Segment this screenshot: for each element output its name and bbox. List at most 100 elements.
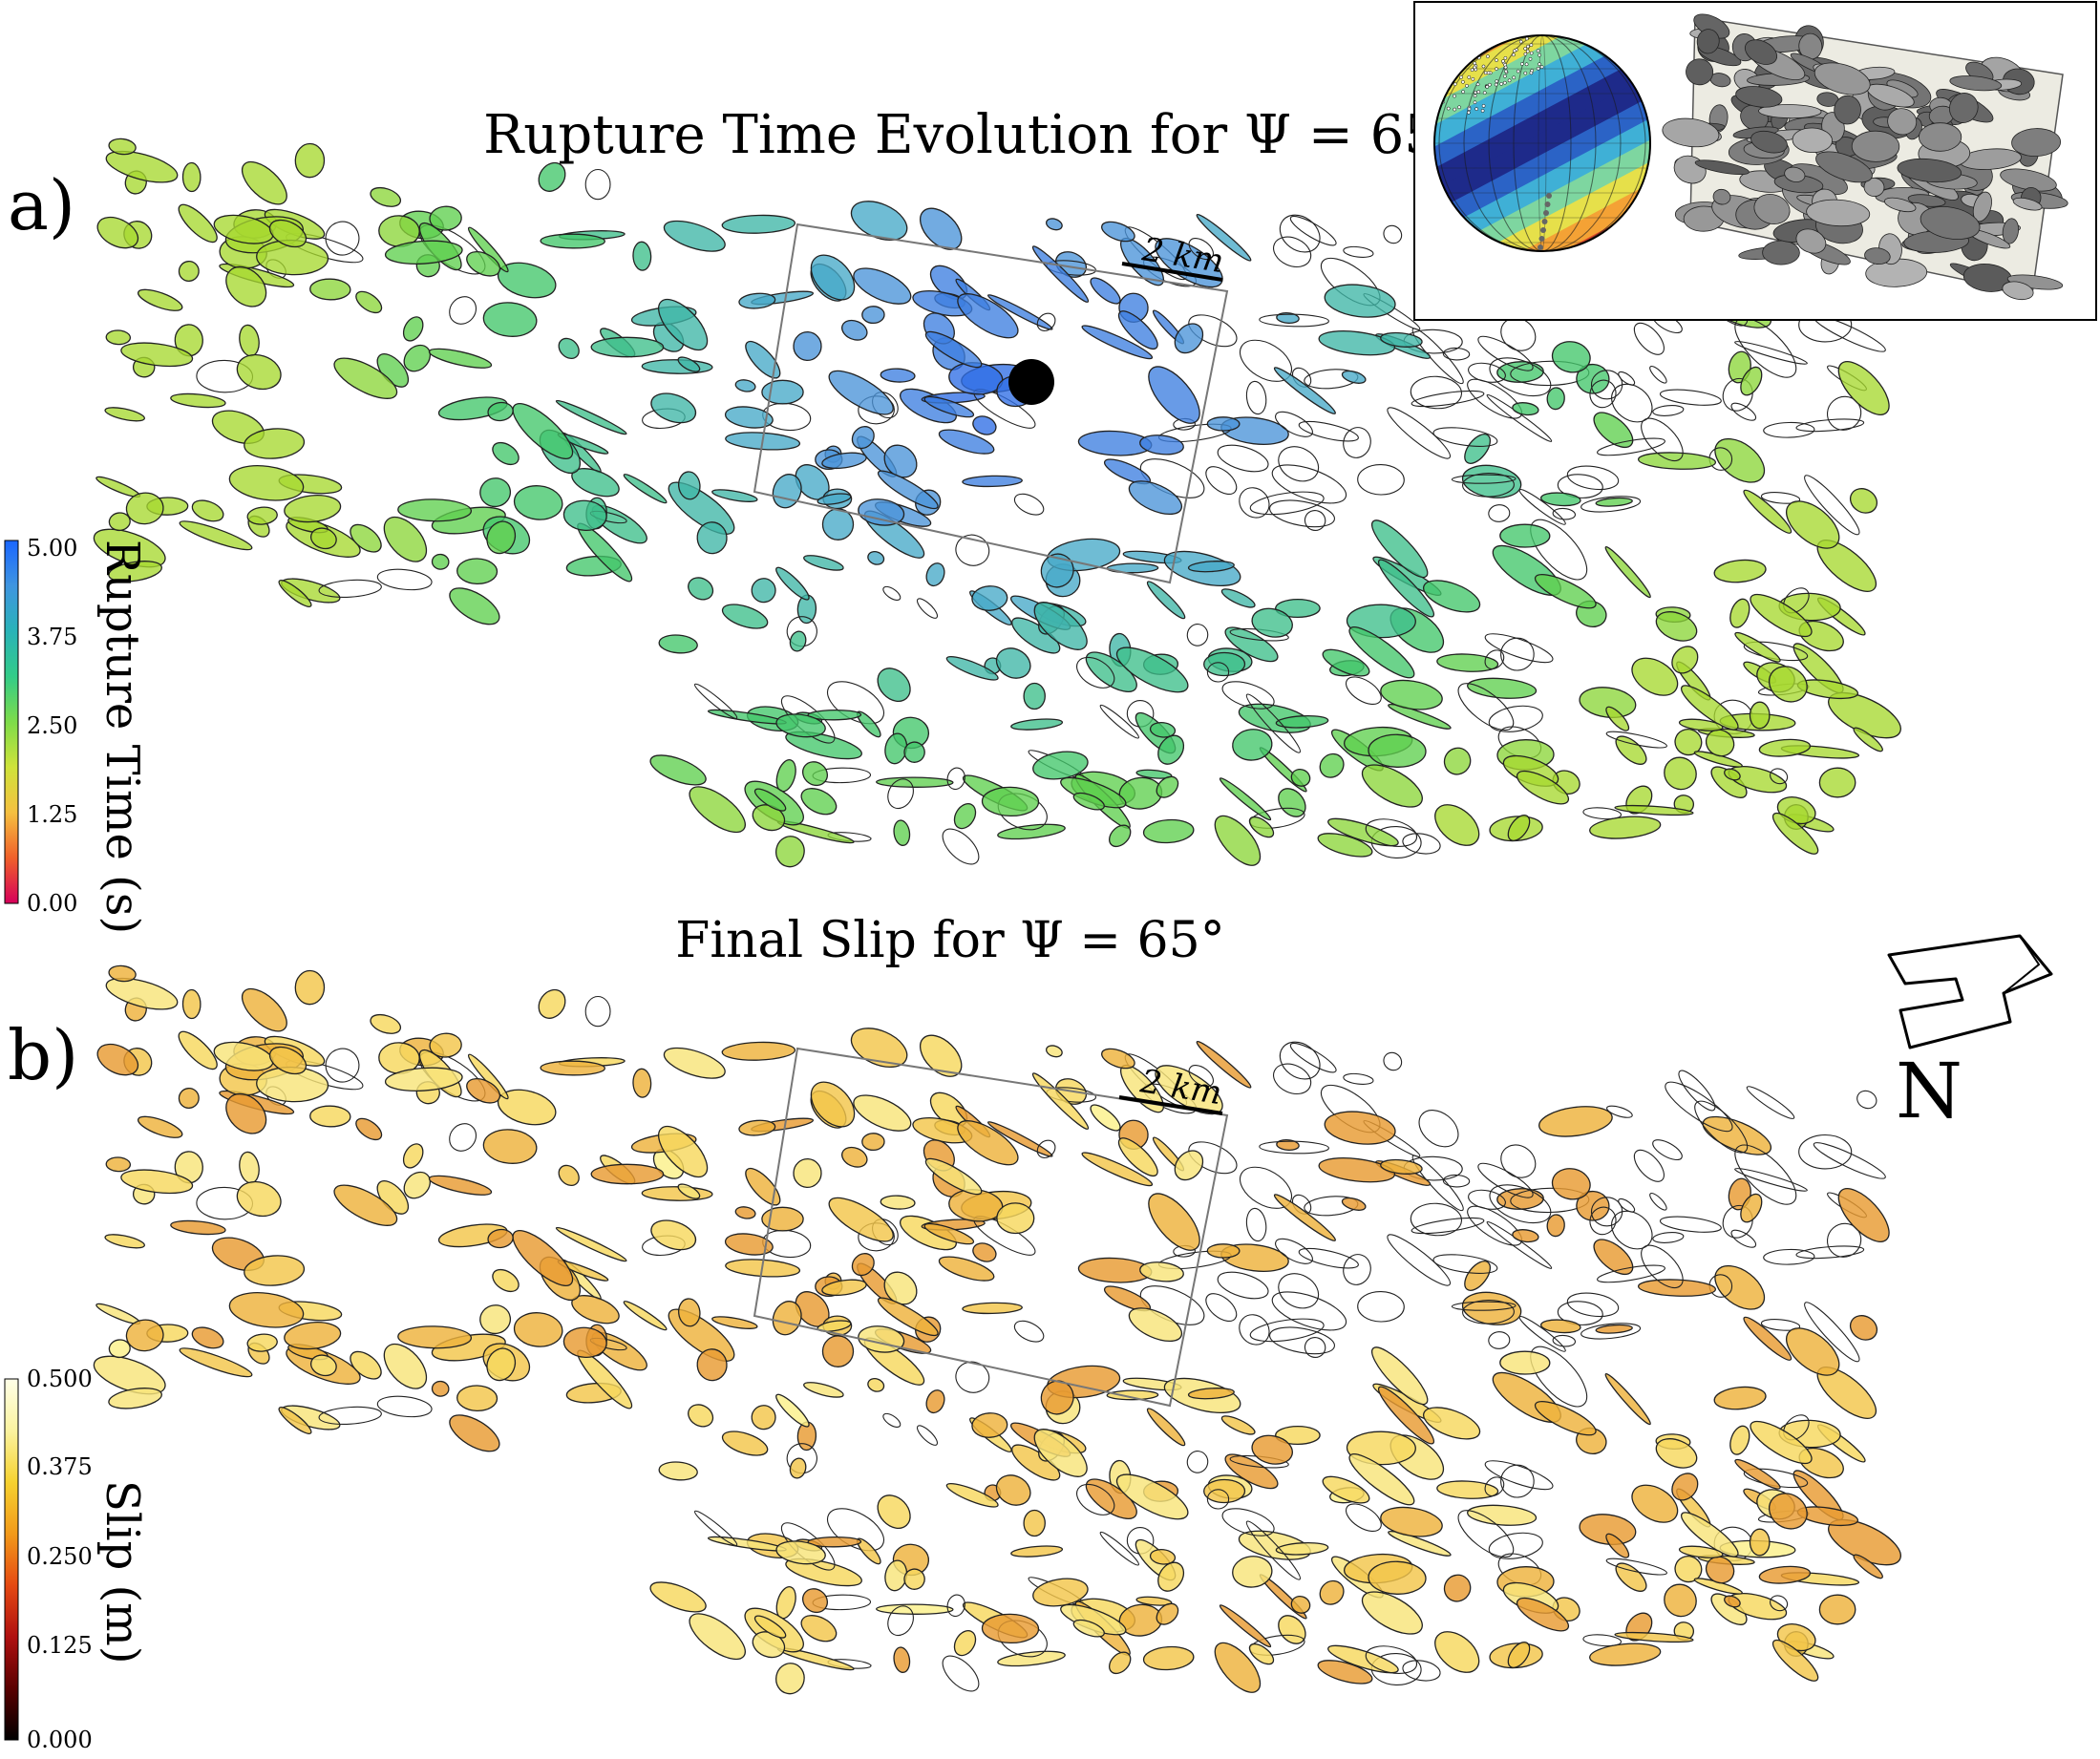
- fracture-ellipse: [800, 1615, 838, 1642]
- fracture-ellipse: [1290, 768, 1311, 787]
- fracture-ellipse: [350, 1350, 382, 1380]
- fracture-ellipse: [225, 265, 267, 307]
- fracture-ellipse: [986, 294, 1053, 330]
- fracture-ellipse: [1551, 341, 1591, 373]
- fracture-ellipse: [513, 1312, 563, 1347]
- fracture-ellipse: [1365, 1645, 1418, 1674]
- fracture-ellipse: [512, 403, 574, 459]
- fracture-ellipse: [1770, 1595, 1789, 1612]
- fault-plane-outline: [753, 223, 1229, 584]
- fracture-ellipse: [1146, 1408, 1186, 1447]
- fracture-ellipse: [1045, 1045, 1063, 1058]
- colorbar-a-tick-4: 0.00: [27, 890, 77, 917]
- fracture-ellipse: [179, 520, 253, 551]
- fracture-ellipse: [1500, 637, 1535, 671]
- fracture-ellipse: [555, 1226, 627, 1262]
- fracture-ellipse: [650, 392, 697, 424]
- fracture-ellipse: [789, 630, 807, 652]
- stereonet-pole: [1453, 82, 1457, 87]
- fracture-ellipse: [877, 1494, 911, 1529]
- fracture-ellipse: [1734, 1168, 1808, 1192]
- fracture-ellipse: [841, 1146, 868, 1168]
- fracture-ellipse: [1674, 1556, 1703, 1583]
- fracture-ellipse: [1705, 729, 1735, 757]
- fracture-ellipse: [105, 329, 132, 346]
- fracture-ellipse: [1348, 1453, 1415, 1506]
- stereonet-pole: [1541, 219, 1548, 224]
- fracture-ellipse: [584, 168, 611, 201]
- fracture-ellipse: [1318, 1157, 1396, 1183]
- fracture-ellipse: [558, 337, 580, 359]
- fracture-ellipse: [1853, 1554, 1883, 1579]
- fracture-ellipse: [1357, 1291, 1405, 1323]
- fracture-ellipse: [1269, 499, 1335, 528]
- fracture-ellipse: [1423, 580, 1481, 613]
- fracture-ellipse: [775, 836, 805, 868]
- fracture-ellipse: [678, 1298, 701, 1327]
- fracture-ellipse: [178, 1030, 218, 1070]
- fracture-ellipse: [1221, 681, 1275, 710]
- fracture-ellipse: [1818, 1594, 1856, 1625]
- fracture-ellipse: [1032, 1578, 1089, 1607]
- fracture-ellipse: [738, 1119, 776, 1136]
- fracture-ellipse: [1760, 1319, 1801, 1331]
- fracture-ellipse: [821, 1279, 867, 1297]
- fracture-ellipse: [1259, 313, 1329, 328]
- fracture-ellipse: [294, 142, 326, 179]
- fracture-ellipse: [1275, 1238, 1313, 1264]
- stereonet-pole: [1525, 49, 1530, 53]
- fracture-ellipse: [1251, 607, 1293, 638]
- fracture-ellipse: [383, 516, 428, 562]
- fracture-ellipse: [236, 1180, 282, 1218]
- fracture-ellipse: [1730, 402, 1757, 421]
- inset-fracture-ellipse: [1696, 29, 1720, 54]
- fracture-ellipse: [456, 558, 498, 585]
- stereonet-pole: [1473, 94, 1477, 98]
- fracture-ellipse: [191, 499, 224, 522]
- fracture-ellipse: [1319, 1579, 1345, 1605]
- stereonet-grid: [1463, 35, 1622, 251]
- fracture-ellipse: [318, 579, 382, 598]
- fracture-ellipse: [1298, 1247, 1359, 1269]
- fracture-ellipse: [1488, 1331, 1511, 1349]
- fracture-ellipse: [1597, 437, 1665, 456]
- fracture-ellipse: [1432, 1254, 1498, 1274]
- fracture-ellipse: [1655, 611, 1698, 642]
- fracture-ellipse: [1464, 434, 1492, 464]
- fracture-ellipse: [1188, 1141, 1238, 1175]
- fracture-ellipse: [1239, 487, 1270, 519]
- fracture-ellipse: [1443, 747, 1472, 775]
- inset-fracture-ellipse: [1863, 177, 1885, 198]
- fracture-ellipse: [479, 1304, 512, 1335]
- fracture-ellipse: [1361, 764, 1423, 808]
- fracture-ellipse: [1488, 504, 1511, 522]
- fracture-ellipse: [693, 683, 738, 719]
- inset-fracture-ellipse: [1795, 228, 1827, 254]
- fracture-ellipse: [1659, 1216, 1722, 1233]
- fracture-ellipse: [1500, 317, 1537, 351]
- inset-fracture-ellipse: [1762, 240, 1800, 265]
- fracture-ellipse: [429, 1032, 462, 1058]
- fracture-ellipse: [1219, 777, 1272, 821]
- fracture-ellipse: [721, 1041, 796, 1061]
- fracture-ellipse: [623, 1301, 668, 1331]
- fracture-ellipse: [1206, 416, 1241, 432]
- stereonet-pole: [1518, 39, 1523, 44]
- fracture-ellipse: [981, 786, 1040, 817]
- fracture-ellipse: [1319, 752, 1345, 778]
- fracture-ellipse: [641, 1186, 713, 1201]
- fracture-ellipse: [1605, 1558, 1667, 1576]
- fracture-ellipse: [431, 1380, 450, 1397]
- fracture-ellipse: [693, 1510, 738, 1546]
- fracture-ellipse: [1085, 1478, 1137, 1519]
- fracture-ellipse: [1139, 434, 1184, 456]
- fracture-ellipse: [850, 1028, 908, 1069]
- fracture-ellipse: [876, 1603, 954, 1615]
- fracture-ellipse: [1239, 1314, 1270, 1346]
- fracture-ellipse: [1402, 833, 1441, 855]
- fracture-ellipse: [1010, 718, 1064, 731]
- fracture-ellipse: [1580, 1323, 1642, 1340]
- fracture-ellipse: [1148, 1193, 1200, 1251]
- scale-bar-b: [1118, 1095, 1223, 1115]
- fracture-ellipse: [1730, 1229, 1757, 1248]
